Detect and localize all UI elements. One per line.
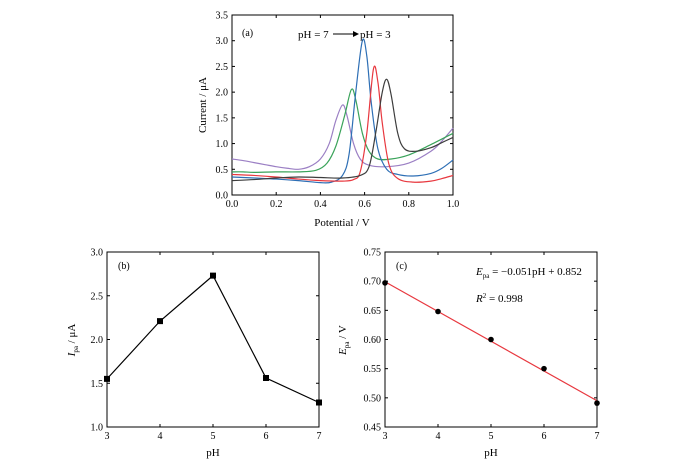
- panel-a-series-line-3: [231, 38, 454, 184]
- panel-c-xtick-label: 3: [383, 431, 388, 442]
- panel-a-ytick-label: 1.5: [216, 113, 229, 124]
- panel-b-ytick-label: 2.0: [91, 335, 104, 346]
- panel-c-xtick-label: 7: [595, 431, 600, 442]
- panel-c-ytick-label: 0.60: [364, 335, 382, 346]
- panel-a-xtick-label: 0.8: [403, 199, 416, 210]
- panel-b-data-point: [104, 375, 110, 382]
- panel-c-ticks: 3 4 5 6 7 0.45 0.50 0.55 0.60 0.65 0.70 0.75: [364, 248, 600, 443]
- panel-a-label: (a): [242, 28, 253, 39]
- panel-a-xtick-label: 1.0: [447, 199, 460, 210]
- panel-a-ytick-label: 3.0: [216, 36, 229, 47]
- panel-b-data-point: [157, 318, 163, 325]
- panel-a-series-line-5: [231, 78, 454, 182]
- panel-a-xlabel: Potential / V: [314, 217, 369, 229]
- panel-c-xtick-label: 5: [489, 431, 494, 442]
- panel-c-ylabel-main: E: [337, 348, 349, 356]
- panel-c-series: [382, 280, 600, 406]
- fit-r2-sup: 2: [483, 292, 487, 300]
- panel-b-xtick-label: 3: [105, 431, 110, 442]
- panel-a-xtick-label: 0.2: [270, 199, 283, 210]
- panel-b-data-point: [263, 375, 269, 381]
- panel-c-data-point: [488, 336, 494, 343]
- panel-a-xtick-label: 0.4: [314, 199, 327, 210]
- panel-b-data-point: [316, 399, 322, 406]
- panel-c-ytick-label: 0.55: [364, 364, 382, 375]
- fit-equation-main: E: [475, 266, 483, 278]
- panel-a-ticks: 0.0 0.2 0.4 0.6 0.8 1.0 0.0 0.5 1.0 1.5 2.0 2.5 3.0 3…: [216, 11, 460, 211]
- panel-c-xlabel: pH: [484, 447, 498, 459]
- fit-equation-sub: pa: [483, 272, 491, 280]
- panel-b-series: [104, 272, 322, 406]
- panel-c: 3 4 5 6 7 0.45 0.50 0.55 0.60 0.65 0.70 0.75 (c) Ep…: [337, 248, 600, 459]
- panel-a-ytick-label: 0.5: [216, 165, 229, 176]
- panel-b-xtick-label: 4: [158, 431, 163, 442]
- panel-b: 3 4 5 6 7 1.0 1.5 2.0 2.5 3.0 (b) pH Ipa / μA: [66, 248, 322, 459]
- panel-b-xtick-label: 7: [317, 431, 322, 442]
- panel-c-ylabel-sub: pa: [343, 341, 351, 349]
- panel-a-xtick-label: 0.0: [226, 199, 239, 210]
- panel-b-ylabel: Ipa / μA: [66, 324, 80, 358]
- panel-b-ylabel-unit: / μA: [66, 324, 78, 346]
- panel-a-ytick-label: 2.0: [216, 88, 229, 99]
- panel-b-ylabel-main: I: [66, 351, 78, 357]
- panel-a-series-line-2: [231, 88, 454, 173]
- panel-b-series-line: [106, 274, 320, 404]
- panel-b-ytick-label: 3.0: [91, 248, 104, 259]
- panel-b-xtick-label: 5: [211, 431, 216, 442]
- annotation-ph7: pH = 7: [298, 29, 329, 41]
- panel-a: 0.0 0.2 0.4 0.6 0.8 1.0 0.0 0.5 1.0 1.5 2.0 2.5 3.0 3…: [197, 11, 459, 230]
- annotation-ph3: pH = 3: [360, 29, 391, 41]
- panel-a-series-line-1: [231, 104, 454, 170]
- fit-r-squared: R2 = 0.998: [475, 292, 523, 305]
- panel-c-label: (c): [396, 261, 407, 272]
- panel-c-ytick-label: 0.50: [364, 393, 382, 404]
- panel-b-ticks: 3 4 5 6 7 1.0 1.5 2.0 2.5 3.0: [91, 248, 322, 443]
- fit-equation: Epa = −0.051pH + 0.852: [475, 266, 582, 280]
- panel-c-ytick-label: 0.65: [364, 306, 382, 317]
- panel-c-ylabel: Epa / V: [337, 325, 351, 356]
- panel-c-ylabel-unit: / V: [337, 325, 349, 341]
- fit-r2-rest: = 0.998: [486, 293, 523, 305]
- panel-c-data-point: [435, 308, 441, 315]
- panel-a-series: [231, 38, 454, 184]
- panel-a-xtick-label: 0.6: [358, 199, 371, 210]
- panel-c-ytick-label: 0.75: [364, 248, 382, 259]
- panel-c-xtick-label: 4: [436, 431, 441, 442]
- panel-b-ytick-label: 2.5: [91, 291, 104, 302]
- fit-r2-main: R: [475, 293, 483, 305]
- fit-equation-rest: = −0.051pH + 0.852: [489, 266, 582, 278]
- panel-c-data-point: [382, 280, 388, 286]
- panel-a-ytick-label: 2.5: [216, 62, 229, 73]
- panel-a-frame: [231, 14, 454, 196]
- panel-b-ytick-label: 1.0: [91, 423, 104, 434]
- ph-arrow-head: [353, 31, 359, 37]
- panel-a-ylabel: Current / μA: [197, 77, 209, 133]
- panel-b-ylabel-sub: pa: [72, 345, 80, 353]
- panel-c-xtick-label: 6: [542, 431, 547, 442]
- panel-c-data-point: [541, 365, 547, 372]
- panel-b-xtick-label: 6: [264, 431, 269, 442]
- panel-a-ytick-label: 3.5: [216, 11, 229, 22]
- panel-b-ytick-label: 1.5: [91, 379, 104, 390]
- panel-b-label: (b): [118, 261, 130, 272]
- panel-c-data-point: [594, 400, 600, 406]
- panel-a-series-line-4: [231, 65, 454, 183]
- panel-a-ytick-label: 0.0: [216, 191, 229, 202]
- panel-a-ytick-label: 1.0: [216, 139, 229, 150]
- panel-b-xlabel: pH: [206, 447, 220, 459]
- panel-b-data-point: [210, 272, 216, 279]
- panel-c-ytick-label: 0.70: [364, 277, 382, 288]
- panel-c-ytick-label: 0.45: [364, 423, 382, 434]
